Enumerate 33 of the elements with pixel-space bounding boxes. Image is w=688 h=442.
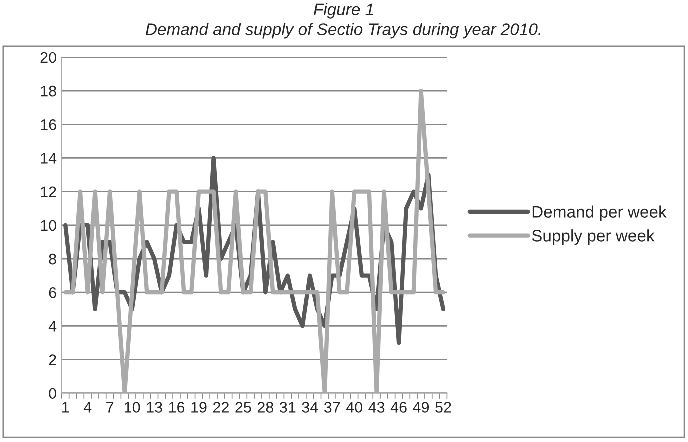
y-tick-label: 2 <box>49 354 56 366</box>
y-tick-label: 18 <box>41 86 56 97</box>
x-tick-label: 7 <box>106 402 114 413</box>
y-tick-label: 6 <box>49 287 56 298</box>
x-tick-label: 22 <box>213 402 229 413</box>
y-tick-label: 4 <box>48 321 57 332</box>
legend-label: Demand per week <box>532 206 667 222</box>
chart-subtitle: Demand and supply of Sectio Trays during year 2010. <box>146 23 541 39</box>
x-tick-label: 25 <box>236 402 252 413</box>
legend-label: Supply per week <box>532 230 655 246</box>
y-tick-label: 20 <box>40 52 56 64</box>
y-tick-label: 16 <box>41 120 56 130</box>
y-tick-label: 0 <box>49 388 56 400</box>
x-tick-label: 34 <box>302 402 318 413</box>
x-tick-label: 31 <box>280 402 296 413</box>
y-tick-label: 14 <box>41 153 57 164</box>
x-tick-label: 46 <box>390 402 407 413</box>
chart-title: Figure 1 <box>314 3 374 19</box>
x-tick-label: 52 <box>436 402 452 413</box>
y-tick-label: 12 <box>41 186 56 198</box>
x-tick-label: 10 <box>124 402 140 413</box>
x-tick-label: 49 <box>413 402 430 413</box>
x-tick-label: 4 <box>84 402 92 413</box>
x-tick-label: 37 <box>324 402 340 413</box>
x-tick-label: 28 <box>258 402 274 413</box>
x-tick-label: 19 <box>192 402 207 413</box>
x-tick-label: 1 <box>62 402 70 413</box>
y-tick-label: 8 <box>49 254 56 265</box>
x-tick-label: 40 <box>346 402 362 413</box>
x-tick-label: 13 <box>147 402 162 413</box>
x-tick-label: 16 <box>169 402 185 413</box>
x-tick-label: 43 <box>368 402 385 413</box>
y-tick-label: 10 <box>41 220 56 232</box>
